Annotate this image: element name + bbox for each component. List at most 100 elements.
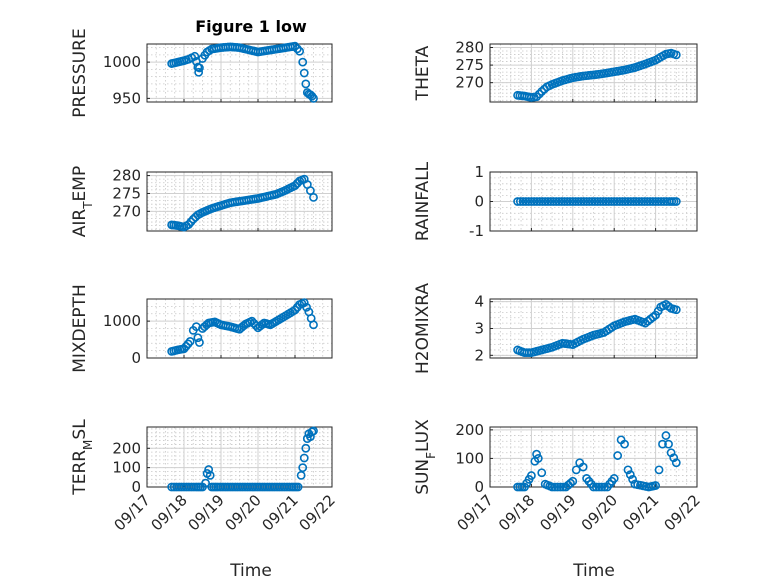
- data-point: [543, 197, 553, 206]
- y-tick-label: 200: [455, 421, 484, 439]
- data-point: [183, 339, 193, 349]
- data-point: [568, 476, 578, 486]
- x-tick-label: 09/18: [148, 491, 191, 534]
- data-point: [550, 482, 560, 492]
- data-point: [609, 197, 619, 206]
- data-point: [590, 197, 600, 206]
- data-point: [562, 197, 572, 206]
- data-point: [664, 439, 673, 449]
- y-tick-label: 280: [112, 167, 141, 185]
- y-tick-label: 270: [112, 202, 141, 220]
- data-point: [596, 197, 605, 206]
- y-axis-label-main: TERR: [70, 450, 90, 496]
- data-point: [535, 197, 545, 206]
- data-point: [299, 453, 309, 463]
- y-axis-label-main: H2OMIXRA: [413, 283, 433, 374]
- data-point: [188, 214, 198, 224]
- y-axis-label: H2OMIXRA: [413, 283, 433, 374]
- data-point: [521, 197, 531, 206]
- data-point: [532, 92, 541, 102]
- axes-top-left: 950 1000 PRESSURE: [70, 28, 333, 118]
- y-axis-label-suffix: SL: [70, 419, 90, 440]
- y-tick-label: 100: [455, 449, 484, 467]
- y-axis-label: TERRMSL: [70, 419, 95, 496]
- data-point: [302, 302, 311, 312]
- y-tick-label: 2: [474, 346, 484, 364]
- data-point: [298, 57, 308, 67]
- axes-frame: [489, 43, 698, 103]
- data-point: [607, 197, 616, 206]
- data-point: [185, 337, 195, 346]
- data-point: [604, 197, 614, 206]
- data-point: [598, 197, 608, 206]
- x-tick-label: 09/17: [111, 491, 154, 534]
- y-tick-label: 1: [474, 163, 484, 181]
- y-axis-label: SUNFLUX: [413, 419, 438, 495]
- data-point: [558, 482, 568, 492]
- y-tick-label: 1000: [103, 312, 141, 330]
- data-point: [601, 197, 611, 206]
- data-point: [257, 320, 267, 329]
- data-point: [299, 298, 309, 308]
- data-point: [301, 79, 311, 89]
- data-point: [651, 481, 660, 490]
- data-point: [195, 63, 204, 73]
- data-point: [620, 439, 629, 449]
- x-tick-label: 09/21: [259, 491, 302, 534]
- x-axis-label-right: Time: [572, 561, 615, 581]
- data-point: [299, 68, 309, 78]
- data-point: [671, 305, 681, 315]
- data-point: [625, 470, 635, 480]
- x-tick-label: 09/17: [454, 491, 497, 534]
- data-point: [623, 197, 633, 206]
- y-axis-label-suffix: EMP: [70, 166, 90, 202]
- data-point: [658, 439, 667, 449]
- data-point: [612, 197, 622, 206]
- y-axis-label-main: PRESSURE: [70, 28, 90, 117]
- data-point: [579, 197, 589, 206]
- data-point: [547, 482, 557, 492]
- data-point: [640, 197, 649, 206]
- data-point: [553, 482, 563, 492]
- data-point: [513, 197, 522, 206]
- y-axis-label-main: AIR: [70, 209, 90, 238]
- data-point: [306, 186, 315, 195]
- y-tick-label: 270: [455, 74, 484, 92]
- data-point: [301, 443, 311, 453]
- axes-frame: [489, 298, 698, 359]
- data-point: [661, 431, 671, 440]
- y-tick-label: 0: [131, 349, 141, 367]
- y-tick-label: 275: [112, 184, 141, 202]
- data-point: [554, 197, 564, 206]
- data-point: [594, 482, 604, 492]
- data-point: [538, 197, 547, 206]
- data-point: [537, 87, 547, 96]
- axes-mid2-right: 2 3 4 H2OMIXRA: [413, 283, 698, 374]
- data-point: [642, 197, 652, 206]
- data-point: [533, 454, 543, 463]
- data-point: [568, 197, 578, 206]
- y-axis-label-main: THETA: [413, 45, 433, 101]
- y-axis-label-main: SUN: [413, 459, 433, 495]
- y-tick-label: 275: [455, 56, 484, 74]
- axes-frame: [146, 298, 333, 359]
- data-point: [529, 197, 539, 206]
- data-point: [651, 197, 660, 206]
- x-tick-label: 09/18: [495, 491, 538, 534]
- data-point: [551, 197, 561, 206]
- data-point: [190, 51, 200, 61]
- x-tick-label: 09/22: [296, 491, 339, 534]
- data-point: [298, 463, 308, 473]
- x-axis-label-left: Time: [229, 561, 272, 581]
- data-point: [597, 482, 607, 492]
- y-axis-label: THETA: [413, 45, 433, 101]
- data-point: [645, 197, 655, 206]
- x-tick-label: 09/20: [578, 491, 621, 534]
- y-tick-label: -1: [469, 222, 484, 240]
- y-tick-label: 0: [474, 478, 484, 496]
